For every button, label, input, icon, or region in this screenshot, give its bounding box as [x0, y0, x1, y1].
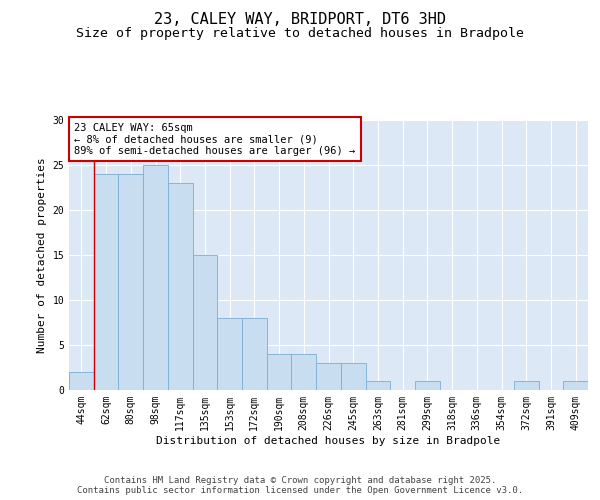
Bar: [514, 381, 539, 390]
Bar: [341, 363, 365, 390]
Bar: [415, 381, 440, 390]
Bar: [316, 363, 341, 390]
Bar: [193, 255, 217, 390]
Text: 23 CALEY WAY: 65sqm
← 8% of detached houses are smaller (9)
89% of semi-detached: 23 CALEY WAY: 65sqm ← 8% of detached hou…: [74, 122, 355, 156]
Bar: [242, 318, 267, 390]
Text: 23, CALEY WAY, BRIDPORT, DT6 3HD: 23, CALEY WAY, BRIDPORT, DT6 3HD: [154, 12, 446, 28]
Bar: [143, 165, 168, 390]
Bar: [267, 354, 292, 390]
Bar: [69, 372, 94, 390]
Bar: [118, 174, 143, 390]
Bar: [365, 381, 390, 390]
Bar: [563, 381, 588, 390]
Bar: [217, 318, 242, 390]
Y-axis label: Number of detached properties: Number of detached properties: [37, 157, 47, 353]
Bar: [94, 174, 118, 390]
Bar: [292, 354, 316, 390]
Bar: [168, 183, 193, 390]
Text: Size of property relative to detached houses in Bradpole: Size of property relative to detached ho…: [76, 28, 524, 40]
Text: Contains HM Land Registry data © Crown copyright and database right 2025.
Contai: Contains HM Land Registry data © Crown c…: [77, 476, 523, 495]
X-axis label: Distribution of detached houses by size in Bradpole: Distribution of detached houses by size …: [157, 436, 500, 446]
